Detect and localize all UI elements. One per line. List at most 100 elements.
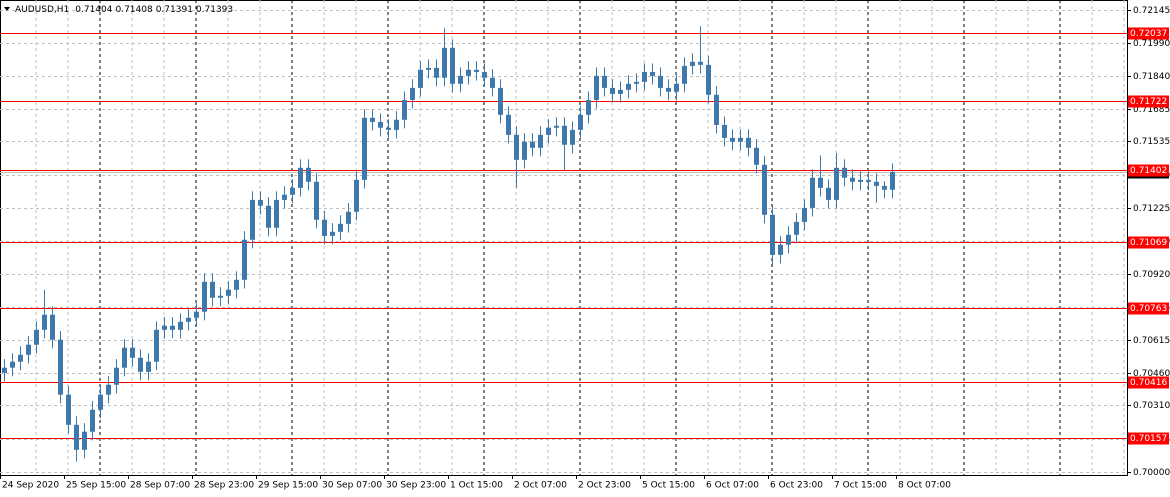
y-tick-label: 0.71840 [1133, 72, 1170, 82]
candle-body [682, 65, 687, 84]
candle-body [530, 141, 535, 148]
y-tick-label: 0.71225 [1133, 204, 1170, 214]
candle-body [186, 317, 191, 322]
candle-body [538, 134, 543, 148]
y-tick-label: 0.70460 [1133, 369, 1170, 379]
candle-body [522, 141, 527, 160]
candle-body [650, 71, 655, 76]
x-tick-label: 5 Oct 15:00 [642, 481, 695, 491]
candle-body [634, 81, 639, 84]
candle-body [50, 314, 55, 340]
candle-body [674, 83, 679, 92]
x-tick-label: 24 Sep 2020 [2, 481, 59, 491]
candle-body [610, 87, 615, 94]
level-label: 0.72037 [1130, 29, 1167, 39]
candle-body [178, 321, 183, 330]
x-tick-label: 2 Oct 07:00 [514, 481, 567, 491]
level-label: 0.71722 [1130, 97, 1167, 107]
candle-body [466, 69, 471, 76]
x-tick-label: 30 Sep 07:00 [322, 481, 382, 491]
candle-body [730, 137, 735, 142]
candle-body [762, 164, 767, 215]
candle-body [106, 384, 111, 395]
candle-body [362, 117, 367, 180]
candle-body [506, 114, 511, 135]
candle-body [298, 167, 303, 188]
candle-body [874, 181, 879, 186]
candle-body [882, 185, 887, 190]
candle-body [658, 75, 663, 88]
candle-body [642, 71, 647, 82]
x-tick-label: 28 Sep 07:00 [130, 481, 190, 491]
y-tick-label: 0.70615 [1133, 336, 1170, 346]
candle-body [826, 187, 831, 200]
candle-body [58, 339, 63, 395]
candle-body [618, 89, 623, 94]
candle-body [426, 67, 431, 70]
menu-arrow[interactable] [4, 7, 10, 11]
candle-body [434, 67, 439, 78]
candle-body [10, 361, 15, 368]
level-label-box [1128, 95, 1169, 108]
candle-body [66, 394, 71, 425]
candle-body [498, 87, 503, 115]
candle-body [314, 181, 319, 220]
candle-body [482, 71, 487, 78]
candle-body [90, 409, 95, 432]
x-tick-label: 29 Sep 15:00 [258, 481, 318, 491]
candle-body [554, 125, 559, 128]
candle-body [266, 205, 271, 228]
candle-body [514, 134, 519, 160]
candle-body [338, 223, 343, 232]
candle-body [26, 344, 31, 355]
candle-body [290, 187, 295, 195]
candle-body [226, 289, 231, 296]
candle-body [746, 137, 751, 148]
level-label-box [1128, 164, 1169, 177]
candle-body [458, 75, 463, 84]
candle-body [834, 167, 839, 200]
level-label: 0.70157 [1130, 434, 1167, 444]
y-tick-label: 0.70920 [1133, 270, 1170, 280]
candle-body [474, 69, 479, 72]
candle-body [770, 214, 775, 255]
candle-body [258, 199, 263, 206]
candle-body [586, 99, 591, 115]
header-open: 0.71404 [75, 5, 112, 15]
level-label-box [1128, 302, 1169, 315]
y-tick-label: 0.72145 [1133, 6, 1170, 16]
candle-body [130, 347, 135, 358]
candle-body [722, 124, 727, 138]
candle-body [794, 221, 799, 235]
y-tick-label: 0.70310 [1133, 401, 1170, 411]
candle-body [42, 314, 47, 330]
x-tick-label: 8 Oct 07:00 [898, 481, 951, 491]
x-tick-label: 7 Oct 15:00 [834, 481, 887, 491]
candle-body [818, 177, 823, 188]
candle-body [842, 167, 847, 178]
candle-body [738, 137, 743, 142]
y-tick-label: 0.71535 [1133, 137, 1170, 147]
candle-body [698, 61, 703, 65]
candle-body [810, 177, 815, 208]
candle-body [546, 127, 551, 135]
candle-body [202, 281, 207, 312]
y-tick-label: 0.70000 [1133, 468, 1170, 478]
candle-body [18, 354, 23, 362]
candle-body [594, 75, 599, 100]
level-label: 0.71069 [1130, 238, 1167, 248]
x-tick-label: 6 Oct 23:00 [770, 481, 823, 491]
x-tick-label: 6 Oct 07:00 [706, 481, 759, 491]
candle-body [330, 231, 335, 236]
candle-body [354, 179, 359, 212]
candle-body [306, 167, 311, 182]
candle-body [490, 77, 495, 88]
candle-body [754, 147, 759, 165]
candle-body [578, 114, 583, 130]
candle-body [146, 361, 151, 372]
candle-body [82, 431, 87, 450]
candle-body [210, 281, 215, 298]
candle-body [442, 47, 447, 78]
level-label: 0.70763 [1130, 304, 1167, 314]
